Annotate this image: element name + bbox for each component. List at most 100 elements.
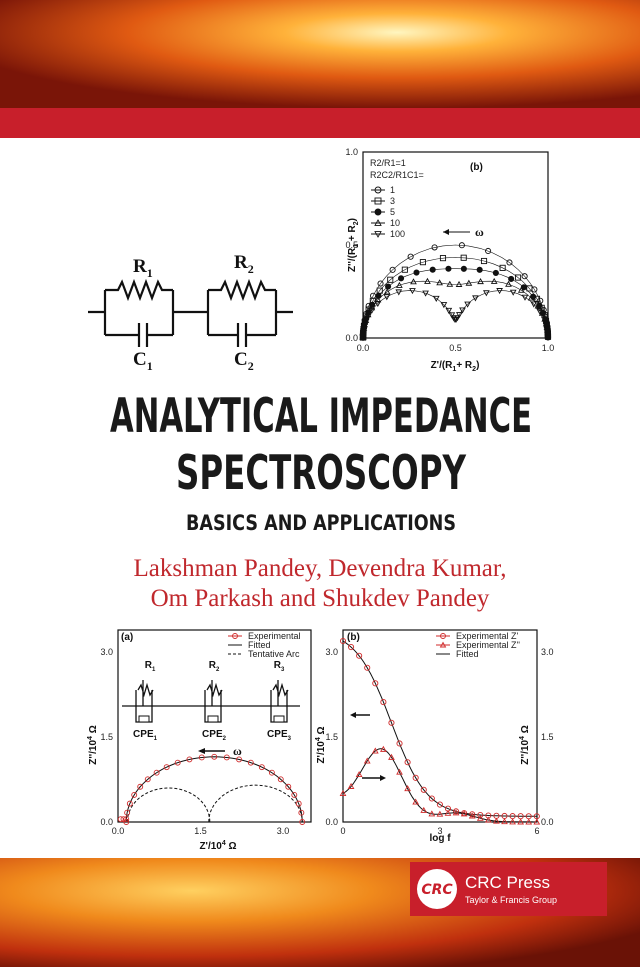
cpe xyxy=(273,715,285,723)
marker xyxy=(223,754,230,761)
circuit-label: C1 xyxy=(133,349,153,373)
logo: CRC xyxy=(421,882,453,898)
marker xyxy=(534,302,542,309)
inset-label: R3 xyxy=(274,660,285,673)
marker xyxy=(440,302,448,309)
marker xyxy=(517,286,525,293)
marker xyxy=(527,294,535,301)
marker xyxy=(174,759,181,766)
marker xyxy=(468,812,476,819)
marker xyxy=(374,300,382,308)
marker xyxy=(436,279,443,286)
omega: ω xyxy=(475,225,484,239)
marker xyxy=(388,719,395,726)
y-tick-label: 3.0 xyxy=(541,647,554,657)
marker xyxy=(517,818,525,825)
marker xyxy=(137,783,144,790)
marker xyxy=(396,768,403,775)
legend-label: 3 xyxy=(390,196,395,206)
marker xyxy=(295,800,302,807)
marker xyxy=(380,699,387,706)
legend-label: Experimental Z' xyxy=(456,631,519,641)
figure-top: (b) R2/R1=1 R2C2/R1C1= ω Z''/(R1 + R2) Z… xyxy=(345,147,554,373)
y-tick-label: 1.0 xyxy=(345,147,358,157)
legend-header: R2C2/R1C1= xyxy=(370,170,424,180)
title: ANALYTICAL IMPEDANCE xyxy=(110,389,532,444)
marker xyxy=(472,295,479,302)
inset-label: CPE2 xyxy=(202,729,227,742)
marker xyxy=(374,231,382,238)
marker xyxy=(459,307,466,314)
panel-label: (a) xyxy=(121,632,133,643)
x-tick-label: 0.5 xyxy=(449,343,462,353)
marker xyxy=(153,769,160,776)
marker xyxy=(424,277,431,284)
title: SPECTROSCOPY xyxy=(176,446,467,501)
marker xyxy=(412,774,419,781)
x-tick-label: 0.0 xyxy=(112,826,125,836)
plot-frame xyxy=(342,629,538,823)
marker xyxy=(163,764,170,771)
marker xyxy=(362,319,370,326)
marker xyxy=(412,798,420,805)
marker xyxy=(298,809,305,816)
marker xyxy=(432,295,440,302)
x-tick-label: 6 xyxy=(534,826,539,836)
marker xyxy=(509,818,516,825)
marker xyxy=(383,294,391,301)
marker xyxy=(247,759,254,766)
marker xyxy=(126,800,133,807)
marker xyxy=(407,253,414,260)
marker xyxy=(364,314,372,321)
marker xyxy=(404,759,411,766)
marker xyxy=(496,288,503,295)
omega: ω xyxy=(233,744,242,758)
marker xyxy=(439,641,447,648)
label-main: R xyxy=(209,660,217,671)
x-tick-label: 0 xyxy=(340,826,345,836)
marker xyxy=(501,818,508,825)
plot-frame xyxy=(362,151,549,339)
marker xyxy=(460,265,467,272)
x-tick-label: 1.0 xyxy=(542,343,555,353)
marker xyxy=(465,279,473,286)
marker xyxy=(525,818,533,825)
label-main: CPE xyxy=(267,729,288,740)
marker xyxy=(536,308,543,315)
marker xyxy=(422,290,429,297)
label-sub: 2 xyxy=(216,667,220,673)
y-tick-label: 1.5 xyxy=(100,732,113,742)
marker xyxy=(396,740,403,747)
figure-left: (a) ω Z''/104 Ω Z'/104 Ω 0.0 1.5 3.0 0.0 1.5… xyxy=(87,629,312,852)
marker xyxy=(476,814,484,821)
y-tick-label: 0.0 xyxy=(100,817,113,827)
marker xyxy=(431,244,438,251)
circuit-label: C2 xyxy=(234,349,254,373)
marker xyxy=(385,283,392,290)
marker xyxy=(374,296,382,303)
marker xyxy=(521,294,529,301)
marker xyxy=(355,770,363,778)
marker xyxy=(374,186,382,194)
legend-label: Fitted xyxy=(248,640,271,650)
x-axis-label: log f xyxy=(429,833,451,844)
marker xyxy=(444,809,452,816)
cpe xyxy=(138,715,150,723)
marker xyxy=(420,806,428,813)
marker xyxy=(401,266,408,273)
marker xyxy=(505,280,512,287)
arrow-head xyxy=(350,712,356,718)
fitted-line xyxy=(342,640,537,817)
marker xyxy=(131,791,138,798)
x-axis-label: Z'/104 Ω xyxy=(199,840,236,852)
marker xyxy=(460,254,467,261)
marker xyxy=(299,819,306,825)
label-sub: 2 xyxy=(223,736,227,742)
marker xyxy=(291,791,298,798)
marker xyxy=(117,816,124,823)
marker xyxy=(499,264,506,271)
label-sub: 3 xyxy=(281,667,285,673)
marker xyxy=(521,273,528,280)
marker xyxy=(232,633,238,639)
marker xyxy=(285,783,292,790)
